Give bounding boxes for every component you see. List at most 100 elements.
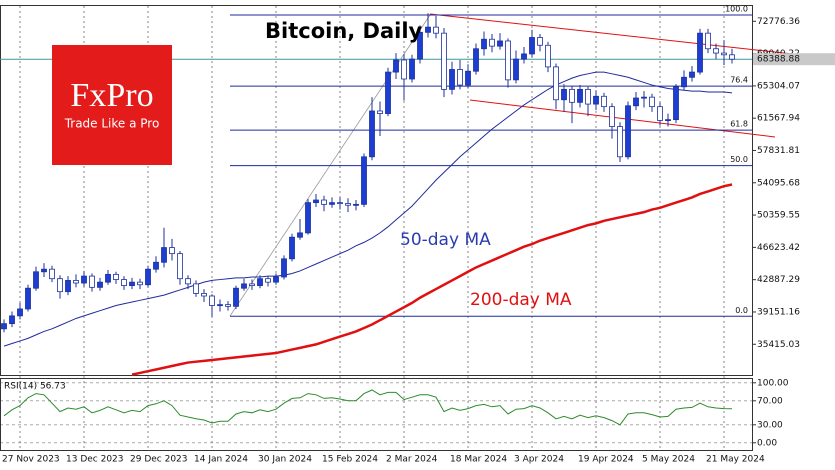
candle-body — [113, 273, 119, 280]
candle-body — [417, 31, 423, 60]
candle-body — [713, 48, 719, 54]
y-tick-label: 72776.36 — [757, 17, 800, 27]
candle-body — [361, 156, 367, 205]
candle-body — [57, 278, 63, 293]
candle-body — [241, 283, 247, 289]
y-tick-label: 61567.94 — [757, 114, 800, 124]
price-panel-frame — [0, 5, 753, 376]
chart-title: Bitcoin, Daily — [265, 19, 423, 43]
candle-body — [505, 40, 511, 81]
candle-body — [25, 287, 31, 310]
y-tick-label: 42887.29 — [757, 275, 800, 285]
candle-body — [657, 106, 663, 121]
x-tick-label: 18 Mar 2024 — [450, 455, 507, 465]
candle-body — [433, 26, 439, 34]
series-label: 50-day MA — [400, 230, 491, 250]
candle-body — [337, 202, 343, 205]
candle-body — [73, 280, 79, 284]
candle-body — [585, 88, 591, 105]
candle-body — [609, 106, 615, 127]
candle-body — [665, 119, 671, 122]
candle-body — [513, 58, 519, 81]
candle-body — [249, 283, 255, 287]
fib-label: 0.0 — [735, 306, 748, 315]
candle-body — [161, 247, 167, 263]
y-tick-label: 54095.68 — [757, 178, 800, 188]
y-tick-label: 100.00 — [757, 378, 789, 388]
candle-body — [393, 59, 399, 73]
candle-body — [601, 95, 607, 108]
candle-body — [449, 69, 455, 90]
candle-body — [521, 53, 527, 60]
candle-body — [185, 278, 191, 285]
candle-body — [89, 275, 95, 288]
logo: FxPro Trade Like a Pro — [52, 45, 172, 165]
candle-body — [625, 105, 631, 158]
candle-body — [49, 268, 55, 280]
channel-upper — [429, 13, 821, 58]
candle-body — [401, 59, 407, 80]
candle-body — [153, 261, 159, 270]
candle-body — [129, 281, 135, 287]
y-tick-label: 30.00 — [757, 420, 783, 430]
y-tick-label: 0.00 — [757, 438, 777, 448]
candle-body — [729, 54, 735, 60]
x-tick-label: 13 Dec 2023 — [66, 455, 124, 465]
x-tick-label: 15 Feb 2024 — [322, 455, 378, 465]
candle-body — [313, 199, 319, 204]
candle-body — [353, 203, 359, 206]
candle-body — [721, 52, 727, 56]
candle-body — [345, 203, 351, 206]
rsi-title: RSI(14) 56.73 — [4, 382, 66, 392]
x-tick-label: 27 Nov 2023 — [2, 455, 60, 465]
y-tick-label: 46623.42 — [757, 243, 800, 253]
candle-body — [705, 32, 711, 50]
x-tick-label: 30 Jan 2024 — [258, 455, 312, 465]
y-tick-label: 65304.07 — [757, 81, 800, 91]
candle-body — [217, 304, 223, 307]
x-tick-label: 3 Apr 2024 — [514, 455, 564, 465]
plot: 100.0 76.4 61.8 50.0 0.0 — [0, 5, 752, 426]
candle-body — [281, 258, 287, 278]
candle-body — [473, 48, 479, 72]
candle-body — [177, 253, 183, 280]
candle-body — [65, 280, 71, 293]
candle-body — [425, 26, 431, 33]
candle-body — [305, 202, 311, 234]
candle-body — [553, 66, 559, 101]
logo-brand: FxPro — [70, 77, 153, 114]
channel-lower — [469, 99, 776, 138]
candle-body — [289, 236, 295, 260]
candle-body — [9, 315, 15, 325]
x-tick-label: 5 May 2024 — [642, 455, 695, 465]
fib-label: 61.8 — [730, 120, 748, 129]
candle-body — [489, 38, 495, 47]
candle-body — [481, 38, 487, 50]
candle-body — [593, 95, 599, 105]
candle-body — [81, 275, 87, 284]
candle-body — [537, 37, 543, 46]
candle-body — [97, 281, 103, 288]
candle-body — [529, 37, 535, 55]
x-tick-label: 14 Jan 2024 — [194, 455, 248, 465]
candle-body — [377, 110, 383, 114]
candle-body — [105, 273, 111, 283]
candle-body — [577, 88, 583, 103]
candle-body — [633, 97, 639, 107]
candle-body — [689, 71, 695, 78]
logo-box — [52, 45, 172, 165]
candle-body — [409, 58, 415, 80]
candle-body — [617, 126, 623, 158]
series-label: 200-day MA — [470, 290, 572, 310]
candle-body — [321, 199, 327, 205]
rsi-panel-frame — [0, 378, 753, 451]
last-price-label: 68388.88 — [757, 55, 800, 65]
fib-label: 100.0 — [725, 5, 748, 14]
y-tick-label: 70.00 — [757, 396, 783, 406]
candle-body — [329, 202, 335, 205]
candle-body — [297, 232, 303, 238]
candle-body — [33, 271, 39, 289]
candle-body — [145, 268, 151, 286]
candle-body — [457, 69, 463, 86]
candle-body — [497, 40, 503, 47]
